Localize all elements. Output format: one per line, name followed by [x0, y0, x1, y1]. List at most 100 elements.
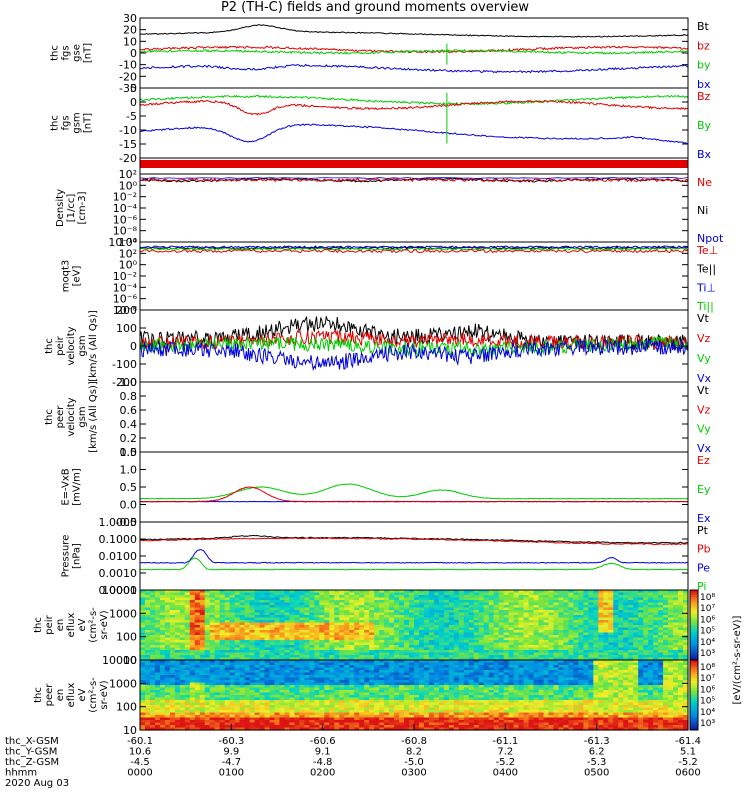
heatmap-cell: [423, 662, 430, 666]
heatmap-cell: [443, 645, 450, 649]
heatmap-cell: [608, 615, 614, 619]
heatmap-cell: [319, 727, 325, 731]
heatmap-cell: [369, 625, 375, 629]
heatmap-cell: [409, 722, 415, 726]
heatmap-cell: [324, 705, 330, 709]
heatmap-cell: [164, 595, 171, 599]
heatmap-cell: [374, 617, 380, 621]
heatmap-cell: [329, 640, 335, 644]
heatmap-cell: [473, 605, 480, 609]
heatmap-cell: [159, 727, 166, 731]
heatmap-cell: [179, 610, 186, 614]
heatmap-cell: [154, 727, 161, 731]
heatmap-cell: [423, 607, 430, 611]
heatmap-cell: [399, 615, 405, 619]
heatmap-cell: [304, 610, 310, 614]
heatmap-cell: [339, 600, 345, 604]
heatmap-cell: [478, 680, 485, 684]
heatmap-cell: [533, 655, 540, 659]
heatmap-cell: [204, 625, 211, 629]
heatmap-cell: [184, 652, 191, 656]
heatmap-cell: [234, 622, 241, 626]
heatmap-cell: [349, 650, 355, 654]
heatmap-cell: [593, 620, 599, 624]
heatmap-cell: [189, 660, 196, 664]
heatmap-cell: [379, 627, 385, 631]
heatmap-cell: [473, 645, 480, 649]
heatmap-cell: [194, 680, 201, 684]
heatmap-cell: [568, 615, 575, 619]
heatmap-cell: [349, 600, 355, 604]
heatmap-cell: [508, 595, 515, 599]
heatmap-cell: [324, 725, 330, 729]
heatmap-cell: [184, 625, 191, 629]
heatmap-cell: [144, 652, 151, 656]
heatmap-cell: [678, 657, 684, 661]
heatmap-cell: [144, 627, 151, 631]
heatmap-cell: [344, 677, 350, 681]
heatmap-cell: [164, 622, 171, 626]
heatmap-cell: [144, 680, 151, 684]
heatmap-cell: [189, 625, 196, 629]
heatmap-cell: [384, 712, 390, 716]
heatmap-cell: [164, 700, 171, 704]
heatmap-cell: [314, 710, 320, 714]
heatmap-cell: [563, 612, 570, 616]
heatmap-cell: [289, 690, 296, 694]
heatmap-cell: [179, 600, 186, 604]
heatmap-cell: [224, 725, 231, 729]
heatmap-cell: [638, 620, 644, 624]
heatmap-cell: [244, 635, 251, 639]
heatmap-cell: [319, 617, 325, 621]
heatmap-cell: [418, 687, 425, 691]
heatmap-cell: [359, 620, 365, 624]
heatmap-cell: [558, 612, 565, 616]
heatmap-cell: [169, 697, 176, 701]
heatmap-cell: [409, 685, 415, 689]
heatmap-cell: [488, 627, 495, 631]
heatmap-cell: [518, 622, 525, 626]
heatmap-cell: [199, 710, 206, 714]
heatmap-cell: [423, 695, 430, 699]
heatmap-cell: [468, 602, 475, 606]
heatmap-cell: [663, 632, 669, 636]
heatmap-cell: [154, 707, 161, 711]
heatmap-cell: [184, 662, 191, 666]
heatmap-cell: [309, 677, 315, 681]
heatmap-cell: [234, 590, 241, 594]
heatmap-cell: [414, 595, 420, 599]
heatmap-cell: [443, 607, 450, 611]
heatmap-cell: [428, 615, 435, 619]
heatmap-cell: [523, 600, 530, 604]
heatmap-cell: [344, 622, 350, 626]
heatmap-cell: [209, 630, 216, 634]
heatmap-cell: [339, 640, 345, 644]
heatmap-cell: [428, 632, 435, 636]
heatmap-cell: [423, 690, 430, 694]
heatmap-cell: [588, 602, 594, 606]
heatmap-cell: [573, 597, 579, 601]
heatmap-cell: [224, 627, 231, 631]
heatmap-cell: [199, 690, 206, 694]
heatmap-cell: [304, 600, 310, 604]
heatmap-cell: [154, 692, 161, 696]
heatmap-cell: [249, 635, 256, 639]
heatmap-cell: [239, 697, 246, 701]
heatmap-cell: [304, 632, 310, 636]
heatmap-cell: [324, 627, 330, 631]
heatmap-cell: [563, 647, 570, 651]
heatmap-cell: [274, 722, 281, 726]
heatmap-cell: [239, 720, 246, 724]
heatmap-cell: [583, 612, 589, 616]
heatmap-cell: [339, 692, 345, 696]
heatmap-cell: [164, 690, 171, 694]
heatmap-cell: [284, 725, 291, 729]
heatmap-cell: [274, 690, 281, 694]
heatmap-cell: [668, 645, 674, 649]
heatmap-cell: [359, 660, 365, 664]
heatmap-cell: [149, 595, 156, 599]
heatmap-cell: [523, 590, 530, 594]
heatmap-cell: [249, 657, 256, 661]
heatmap-cell: [418, 600, 425, 604]
heatmap-cell: [443, 680, 450, 684]
